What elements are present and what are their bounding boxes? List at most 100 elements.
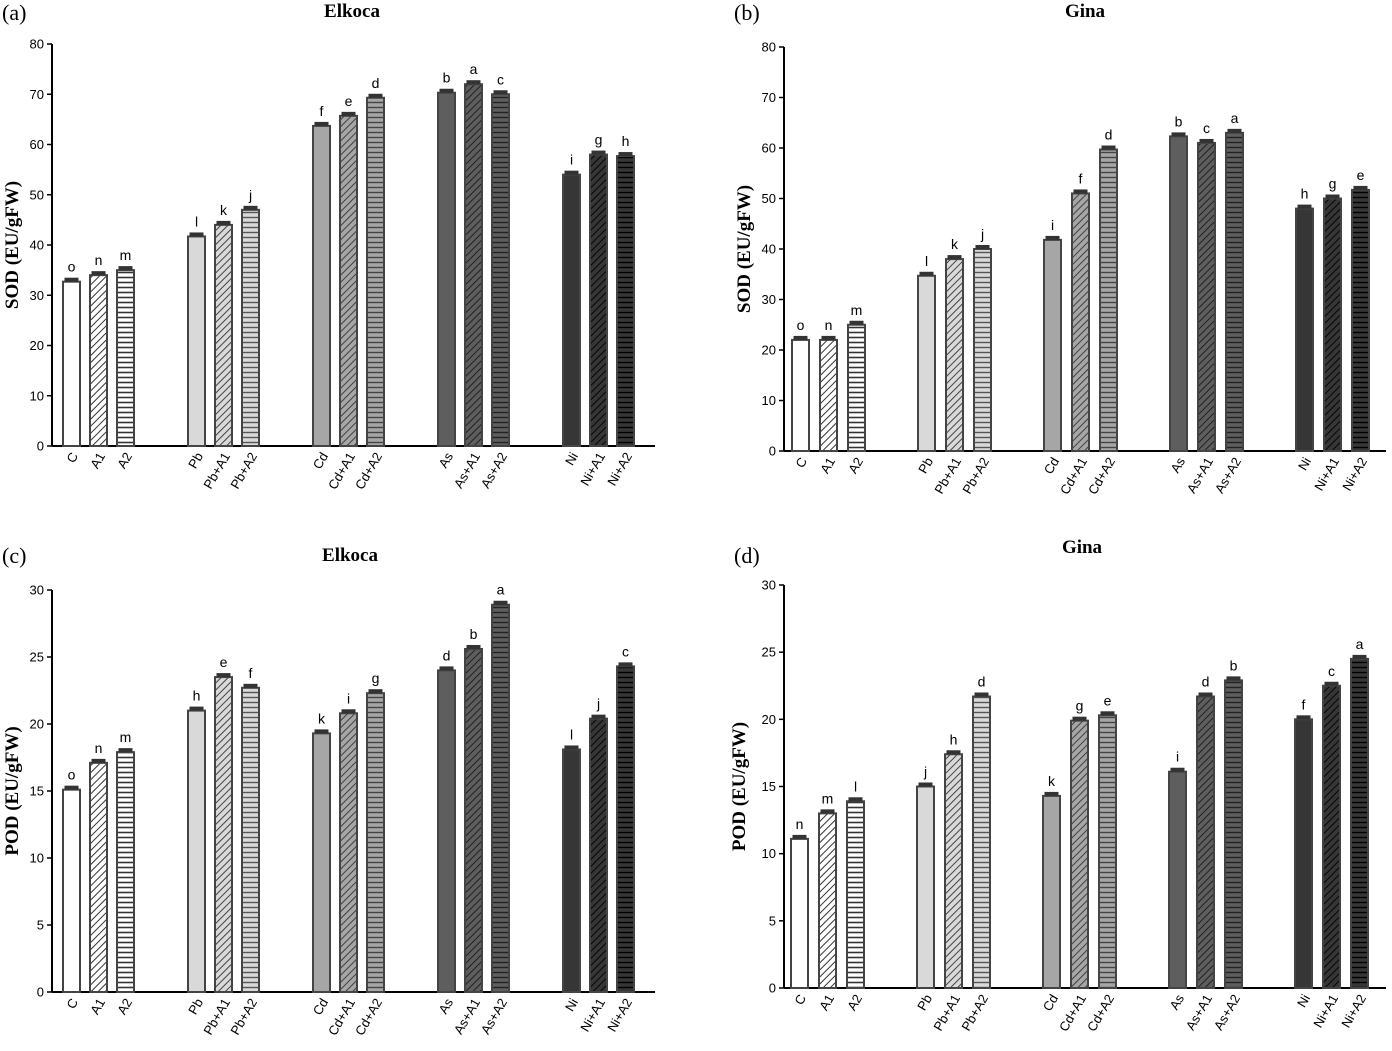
y-tick-label: 15 (762, 779, 776, 794)
bar (790, 837, 809, 990)
data-label: h (193, 688, 201, 704)
x-tick-label: Ni (1294, 992, 1313, 1010)
data-label: d (978, 673, 986, 689)
bar (1168, 770, 1187, 989)
y-tick-label: 40 (762, 242, 776, 257)
x-tick-label: Cd+A2 (352, 450, 385, 492)
data-label: n (796, 816, 804, 832)
data-label: h (622, 133, 630, 149)
data-label: i (1176, 749, 1179, 765)
bar (1071, 192, 1090, 452)
error-bar (946, 750, 961, 755)
x-tick-label: Cd (1041, 455, 1062, 477)
data-label: m (120, 247, 132, 263)
error-bar (591, 714, 606, 719)
x-tick-label: As (435, 449, 456, 470)
bar (847, 323, 866, 452)
y-tick-label: 80 (30, 37, 44, 52)
y-tick-label: 20 (30, 717, 44, 732)
y-axis-label: SOD (EU/gFW) (2, 181, 23, 309)
x-tick-label: Ni+A2 (1339, 455, 1370, 493)
x-tick-label: Pb (914, 992, 935, 1013)
error-bar (1073, 189, 1088, 194)
bar (62, 280, 81, 447)
error-bar (1199, 138, 1214, 143)
x-tick-label: C (63, 450, 81, 466)
data-label: d (1105, 127, 1113, 143)
error-bar (1101, 145, 1116, 150)
error-bar (368, 689, 383, 694)
y-tick-label: 10 (762, 846, 776, 861)
data-label: b (443, 70, 451, 86)
error-bar (974, 692, 989, 697)
x-tick-label: Ni (562, 996, 581, 1014)
data-label: m (120, 729, 132, 745)
data-label: n (95, 252, 103, 268)
data-label: o (68, 767, 76, 783)
error-bar (368, 93, 383, 98)
bar (791, 338, 810, 452)
x-tick-label: Pb+A2 (959, 455, 992, 497)
x-tick-label: C (63, 996, 81, 1012)
bar (89, 274, 108, 447)
panel-label: (a) (2, 0, 26, 25)
error-bar (243, 205, 258, 210)
data-label: h (950, 731, 958, 747)
y-axis-label: POD (EU/gFW) (2, 726, 23, 855)
bar (972, 695, 991, 989)
error-bar (821, 335, 836, 340)
bar (562, 173, 581, 447)
error-bar (947, 255, 962, 260)
panel-d-pod-gina: (d) Gina POD (EU/gFW) 0 5 10 15 20 25 30 n Cm A1 l A2 j… (729, 537, 1386, 1034)
error-bar (792, 834, 807, 839)
chart-title: Elkoca (322, 545, 378, 566)
bar (1295, 207, 1314, 452)
data-label: c (497, 71, 504, 87)
y-tick-label: 30 (30, 583, 44, 598)
error-bar (1353, 185, 1368, 190)
bar (312, 124, 331, 447)
error-bar (1226, 676, 1241, 681)
x-tick-label: Cd (310, 996, 331, 1018)
y-tick-label: 20 (30, 338, 44, 353)
bar (1099, 148, 1118, 452)
error-bar (314, 121, 329, 126)
bar (1196, 695, 1215, 989)
error-bar (1198, 692, 1213, 697)
data-label: a (1231, 110, 1239, 126)
bar (491, 93, 510, 447)
y-tick-label: 10 (30, 851, 44, 866)
data-label: m (822, 790, 834, 806)
bar (214, 676, 233, 993)
error-bar (975, 245, 990, 249)
data-label: f (1079, 170, 1083, 186)
data-label: j (980, 226, 984, 242)
y-tick-label: 70 (762, 90, 776, 105)
error-bar (793, 335, 808, 340)
x-tick-label: As (435, 995, 456, 1016)
y-tick-label: 70 (30, 87, 44, 102)
y-tick-label: 20 (762, 343, 776, 358)
x-tick-label: Pb+A2 (227, 996, 260, 1038)
data-label: o (797, 317, 805, 333)
x-tick-label: A1 (817, 455, 838, 476)
bar (62, 788, 81, 993)
panel-a-sod-elkoca: (a) Elkoca SOD (EU/gFW) 0 10 20 30 40 50 60 70 80 o C… (2, 0, 655, 492)
error-bar (1297, 204, 1312, 209)
y-tick-label: 0 (37, 439, 44, 454)
x-tick-label: Cd (310, 450, 331, 472)
bar (214, 223, 233, 447)
data-label: b (1175, 113, 1183, 129)
y-tick-label: 15 (30, 784, 44, 799)
bar (1098, 714, 1117, 989)
error-bar (64, 277, 79, 282)
chart-title: Elkoca (324, 1, 380, 22)
x-tick-label: A2 (114, 450, 135, 471)
data-label: n (825, 317, 833, 333)
bar (1323, 197, 1342, 452)
bar (241, 208, 260, 447)
error-bar (493, 90, 508, 95)
bar (1294, 718, 1313, 989)
error-bar (493, 600, 508, 605)
